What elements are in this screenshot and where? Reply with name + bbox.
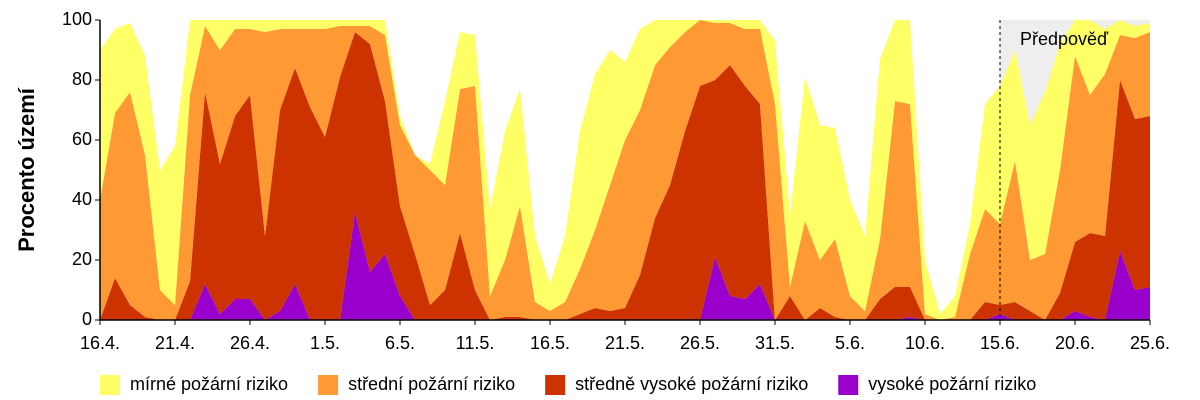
x-tick-label: 20.6. (1055, 333, 1095, 353)
area (100, 32, 1150, 320)
y-tick-label: 100 (62, 9, 92, 29)
x-tick-label: 31.5. (755, 333, 795, 353)
legend-label: střední požární riziko (348, 374, 515, 394)
y-axis-label: Procento území (14, 87, 39, 252)
legend-label: mírné požární riziko (130, 374, 288, 394)
legend-label: vysoké požární riziko (868, 374, 1036, 394)
legend-swatch (838, 375, 859, 395)
x-tick-label: 10.6. (905, 333, 945, 353)
x-tick-label: 21.4. (155, 333, 195, 353)
x-tick-label: 11.5. (456, 333, 495, 353)
area (100, 20, 1150, 320)
x-tick-label: 15.6. (980, 333, 1020, 353)
legend-label: středně vysoké požární riziko (575, 374, 808, 394)
x-tick-label: 21.5. (605, 333, 645, 353)
y-tick-label: 40 (72, 189, 92, 209)
legend-swatch (545, 375, 566, 395)
y-tick-label: 0 (82, 309, 92, 329)
y-tick-label: 20 (72, 249, 92, 269)
forecast-label: Předpověď (1020, 29, 1109, 49)
y-tick-label: 60 (72, 129, 92, 149)
x-tick-label: 16.4. (80, 333, 120, 353)
x-tick-label: 5.6. (835, 333, 865, 353)
x-tick-label: 16.5. (530, 333, 570, 353)
x-tick-label: 25.6. (1130, 333, 1170, 353)
x-tick-label: 1.5. (310, 333, 340, 353)
legend-swatch (318, 375, 339, 395)
x-tick-label: 26.5. (680, 333, 720, 353)
area (100, 20, 1150, 320)
x-tick-label: 26.4. (230, 333, 270, 353)
legend-swatch (100, 375, 120, 395)
area (100, 212, 1150, 320)
y-tick-label: 80 (72, 69, 92, 89)
x-tick-label: 6.5. (385, 333, 415, 353)
